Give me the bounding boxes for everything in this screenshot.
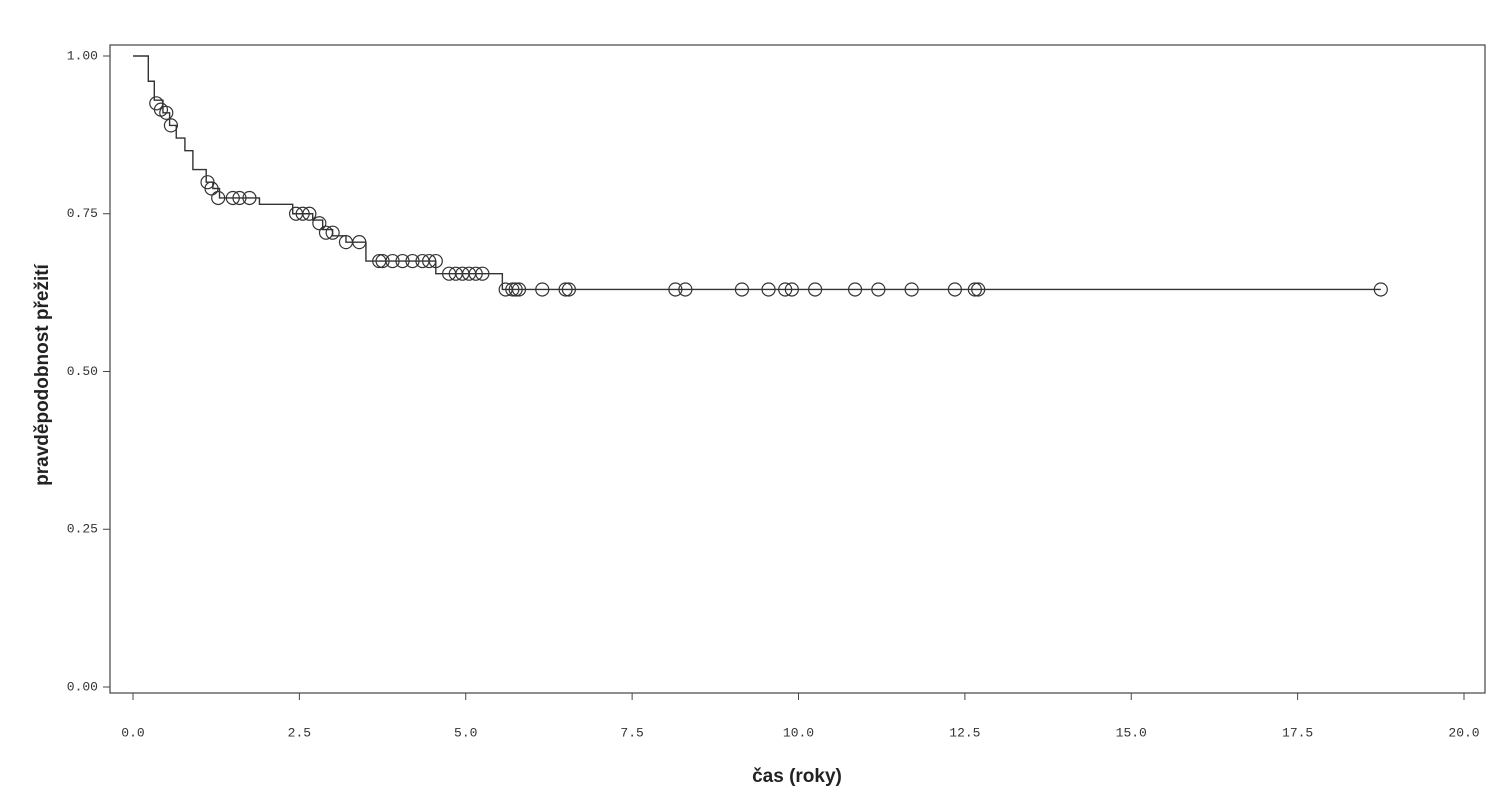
censor-mark bbox=[242, 190, 257, 206]
censor-mark bbox=[508, 282, 523, 297]
censor-mark bbox=[871, 282, 886, 297]
censor-mark bbox=[761, 282, 776, 297]
survival-curve bbox=[133, 55, 1381, 291]
y-tick-label: 0.75 bbox=[67, 206, 98, 221]
censor-mark bbox=[163, 118, 179, 133]
plot-frame bbox=[109, 44, 1486, 694]
censor-mark bbox=[302, 206, 317, 221]
y-tick-label: 0.00 bbox=[67, 679, 98, 694]
censor-mark bbox=[1373, 282, 1388, 297]
censor-mark bbox=[904, 282, 919, 297]
x-tick-label: 5.0 bbox=[454, 725, 477, 740]
censor-mark bbox=[318, 225, 334, 240]
x-tick-label: 7.5 bbox=[620, 725, 643, 740]
censor-mark bbox=[847, 282, 863, 297]
y-axis-label: pravděpodobnost přežití bbox=[32, 263, 53, 485]
y-tick-label: 0.50 bbox=[67, 364, 98, 379]
x-axis-label: čas (roky) bbox=[752, 766, 842, 787]
censor-mark bbox=[204, 181, 219, 196]
y-tick-label: 0.25 bbox=[67, 522, 98, 537]
x-tick-label: 15.0 bbox=[1116, 725, 1147, 740]
x-tick-label: 20.0 bbox=[1448, 725, 1479, 740]
censor-mark bbox=[395, 253, 410, 269]
censor-mark bbox=[312, 216, 327, 231]
censor-mark bbox=[734, 282, 750, 297]
censor-mark bbox=[558, 282, 573, 297]
censor-mark bbox=[295, 206, 310, 221]
censor-mark bbox=[352, 235, 367, 250]
censor-mark bbox=[971, 282, 986, 297]
x-tick-label: 2.5 bbox=[288, 725, 311, 740]
censor-mark bbox=[475, 266, 490, 281]
y-tick-label: 1.00 bbox=[67, 48, 98, 63]
x-tick-label: 17.5 bbox=[1282, 725, 1313, 740]
censor-mark bbox=[428, 253, 443, 269]
censor-mark bbox=[375, 253, 390, 269]
censor-mark bbox=[232, 190, 247, 206]
censor-mark bbox=[505, 282, 520, 297]
censor-mark bbox=[211, 190, 226, 206]
censor-mark bbox=[561, 282, 577, 297]
censor-mark bbox=[784, 282, 799, 297]
censor-mark bbox=[967, 282, 982, 297]
censor-mark bbox=[535, 282, 550, 297]
censor-mark bbox=[511, 282, 527, 297]
censor-mark bbox=[159, 105, 174, 120]
censor-mark bbox=[225, 190, 240, 206]
censor-mark bbox=[385, 253, 400, 269]
censor-mark bbox=[668, 282, 683, 297]
censor-mark bbox=[325, 225, 340, 240]
censor-mark bbox=[678, 282, 693, 297]
x-tick-label: 10.0 bbox=[783, 725, 814, 740]
censor-mark bbox=[468, 266, 483, 281]
censor-mark bbox=[778, 282, 793, 297]
censor-mark bbox=[808, 282, 823, 297]
x-tick-label: 12.5 bbox=[949, 725, 980, 740]
censor-mark bbox=[405, 253, 420, 269]
censor-mark bbox=[422, 253, 437, 269]
censor-mark bbox=[947, 282, 962, 297]
x-tick-label: 0.0 bbox=[121, 725, 144, 740]
